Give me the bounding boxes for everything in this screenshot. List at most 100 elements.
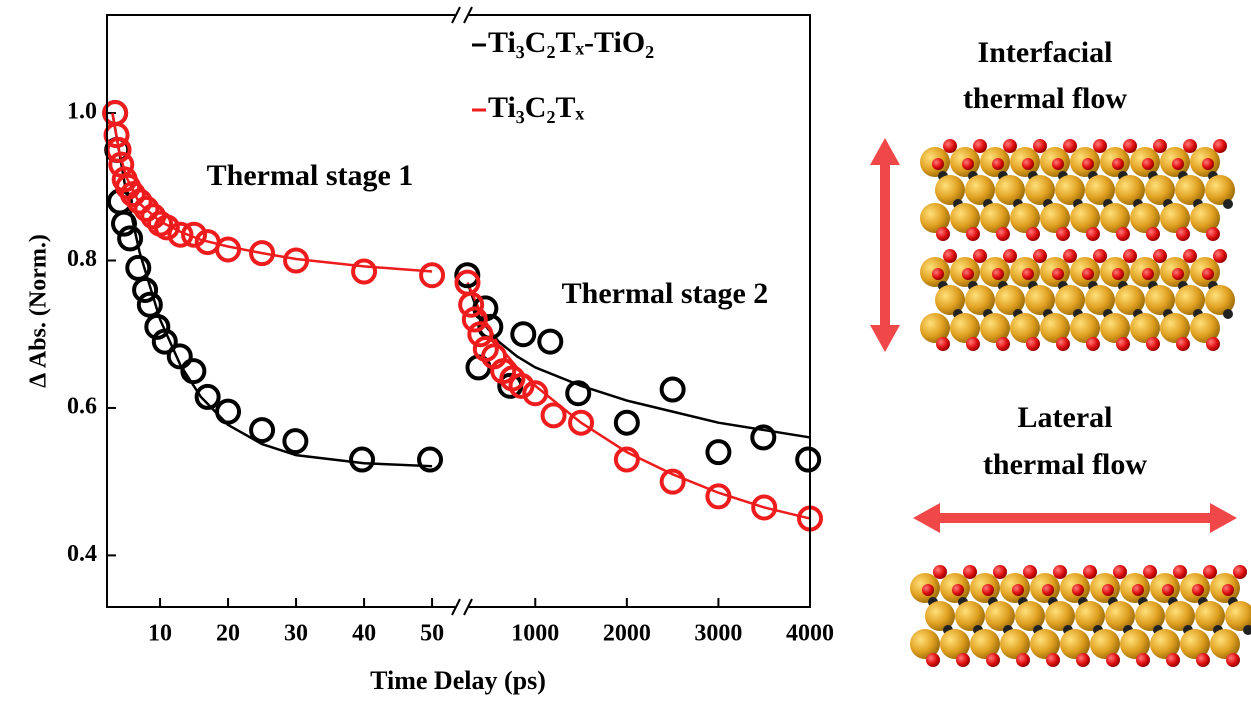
x-tick-label: 50 <box>420 621 444 647</box>
atom <box>1055 285 1085 315</box>
atom <box>1146 337 1160 351</box>
atom <box>1223 199 1233 209</box>
atom <box>1003 249 1017 263</box>
atom <box>1195 601 1225 631</box>
atom <box>1012 584 1024 596</box>
data-point <box>181 221 208 248</box>
atom <box>1115 175 1145 205</box>
atom <box>1142 268 1154 280</box>
atom <box>1010 313 1040 343</box>
data-point <box>417 446 444 473</box>
atom <box>1113 565 1127 579</box>
atom <box>985 601 1015 631</box>
atom <box>1086 337 1100 351</box>
data-point <box>351 258 378 285</box>
atom <box>986 653 1000 667</box>
atom <box>1206 227 1220 241</box>
atom <box>1142 158 1154 170</box>
data-point <box>565 380 592 407</box>
atom <box>1226 653 1240 667</box>
atom <box>1123 139 1137 153</box>
data-point <box>103 122 130 149</box>
atom <box>1026 227 1040 241</box>
atom <box>963 565 977 579</box>
data-point <box>249 417 276 444</box>
data-point <box>136 291 163 318</box>
data-point <box>458 291 485 318</box>
data-point <box>613 446 640 473</box>
x-tick-label: 30 <box>284 621 308 647</box>
atom <box>992 158 1004 170</box>
atom <box>1063 139 1077 153</box>
data-point <box>540 402 567 429</box>
atom <box>1070 203 1100 233</box>
atom <box>1112 158 1124 170</box>
atom <box>943 139 957 153</box>
atom <box>1052 158 1064 170</box>
atom <box>1100 313 1130 343</box>
diagram-label: thermal flow <box>963 82 1127 115</box>
data-point <box>249 240 276 267</box>
x-tick-label: 4000 <box>786 621 834 647</box>
atom <box>1143 565 1157 579</box>
atom <box>1112 268 1124 280</box>
atom <box>1175 285 1205 315</box>
atom <box>1030 629 1060 659</box>
atom <box>1166 653 1180 667</box>
atom <box>950 313 980 343</box>
atom <box>1070 313 1100 343</box>
x-tick-label: 40 <box>352 621 376 647</box>
atom <box>1056 337 1070 351</box>
atom <box>1176 227 1190 241</box>
atom <box>993 565 1007 579</box>
atom <box>1016 653 1030 667</box>
data-point <box>613 409 640 436</box>
data-point <box>117 225 144 252</box>
data-point <box>282 428 309 455</box>
atom <box>973 249 987 263</box>
atom <box>1086 227 1100 241</box>
atom <box>970 629 1000 659</box>
data-point <box>283 247 310 274</box>
legend-label: Ti₃C₂Tₓ-TiO₂ <box>488 26 654 59</box>
x-tick-label: 10 <box>148 621 172 647</box>
diagram-label: Lateral <box>1018 401 1113 434</box>
atom <box>996 337 1010 351</box>
data-point <box>522 380 549 407</box>
atom <box>1153 249 1167 263</box>
atom <box>1076 653 1090 667</box>
data-point <box>132 276 159 303</box>
atom <box>1040 313 1070 343</box>
data-point <box>133 195 160 222</box>
data-point <box>751 494 778 521</box>
diagram <box>910 139 1251 667</box>
legend-label: Ti₃C₂Tₓ <box>488 91 584 124</box>
atom <box>955 601 985 631</box>
data-point <box>508 372 535 399</box>
atom <box>1116 337 1130 351</box>
atom <box>1160 313 1190 343</box>
atom <box>1015 601 1045 631</box>
atom <box>1190 313 1220 343</box>
atom <box>973 139 987 153</box>
atom <box>1202 268 1214 280</box>
x-tick-label: 20 <box>216 621 240 647</box>
atom <box>1225 601 1251 631</box>
data-point <box>194 383 221 410</box>
atom <box>1085 285 1115 315</box>
atom <box>1040 203 1070 233</box>
atom <box>1063 249 1077 263</box>
atom <box>932 268 944 280</box>
data-point <box>215 236 242 263</box>
atom <box>1203 565 1217 579</box>
atom <box>1176 337 1190 351</box>
atom <box>1165 601 1195 631</box>
atom <box>1223 309 1233 319</box>
data-point <box>750 424 777 451</box>
atom <box>1196 653 1210 667</box>
atom <box>1025 285 1055 315</box>
atom <box>935 175 965 205</box>
atom <box>1090 629 1120 659</box>
atom <box>1056 227 1070 241</box>
